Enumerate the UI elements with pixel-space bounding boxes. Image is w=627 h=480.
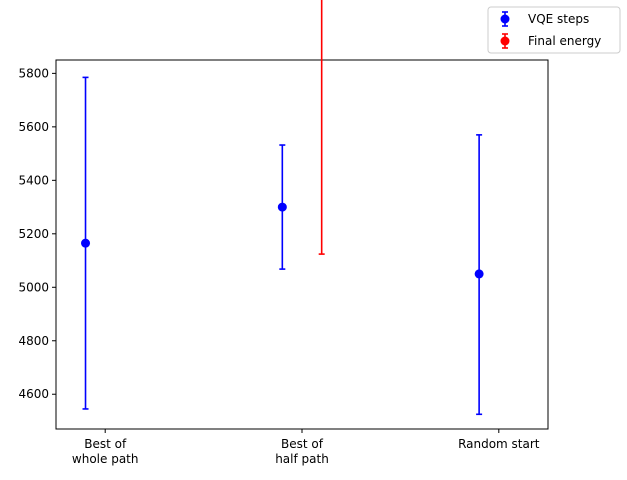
legend-label: Final energy [528,34,601,48]
left-tick-label: 5600 [18,120,49,134]
x-tick-label: Best of half path [275,437,329,466]
x-tick-label-line: whole path [72,452,139,466]
data-point [81,238,91,248]
left-tick-label: 5400 [18,173,49,187]
legend-label: VQE steps [528,12,589,26]
legend-box [487,6,621,54]
x-tick-label-line: Random start [458,437,540,451]
series [81,0,484,416]
left-tick-label: 4800 [18,334,49,348]
x-tick-label-line: Best of [281,437,324,451]
left-tick-label: 5800 [18,66,49,80]
plot-frame [55,59,549,430]
legend: VQE steps Final energy [487,6,621,54]
legend-marker-dot [500,14,510,24]
left-tick-label: 4600 [18,387,49,401]
left-tick-label: 5200 [18,227,49,241]
data-point [474,269,484,279]
data-point [277,202,287,212]
legend-marker-dot [500,36,510,46]
x-tick-label: Best of whole path [72,437,139,466]
left-axis: 4600 4800 5000 5200 5400 5600 5800 [18,66,56,401]
x-tick-label-line: Best of [84,437,127,451]
plot-area [55,59,549,430]
x-tick-label-line: half path [275,452,329,466]
left-tick-label: 5000 [18,280,49,294]
x-tick-label: Random start [458,437,540,451]
